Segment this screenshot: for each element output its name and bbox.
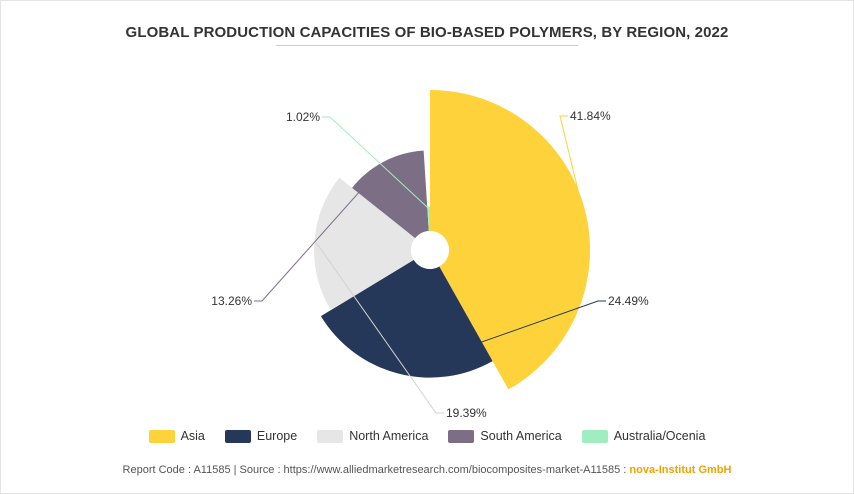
- source-text: Report Code : A11585 | Source : https://…: [122, 464, 627, 476]
- chart-slices: [314, 90, 591, 390]
- legend-item-north-america[interactable]: North America: [317, 429, 428, 443]
- legend-label-asia: Asia: [180, 429, 205, 443]
- publisher-name: nova-Institut GmbH: [629, 464, 732, 476]
- legend-swatch-europe: [224, 429, 251, 443]
- legend-item-south-america[interactable]: South America: [448, 429, 562, 443]
- legend-label-europe: Europe: [256, 429, 298, 443]
- source-footer: Report Code : A11585 | Source : https://…: [0, 464, 854, 476]
- chart-center-hole: [411, 231, 449, 269]
- legend-swatch-australia-oceania: [581, 429, 608, 443]
- slice-europe[interactable]: [320, 259, 493, 378]
- slice-north-america[interactable]: [314, 177, 416, 311]
- legend-swatch-asia: [148, 429, 175, 443]
- slice-asia[interactable]: [430, 90, 591, 390]
- leader-line-south-america: [254, 163, 386, 302]
- legend-label-australia-oceania: Australia/Ocenia: [613, 429, 706, 443]
- value-label-europe: 24.49%: [608, 294, 649, 308]
- title-underline: [276, 45, 578, 46]
- chart-leader-lines: [254, 115, 606, 414]
- slice-australia-ocenia[interactable]: [427, 206, 430, 232]
- legend-swatch-north-america: [317, 429, 344, 443]
- chart-value-labels: 41.84% 24.49% 19.39% 13.26% 1.02%: [211, 109, 649, 420]
- chart-legend: Asia Europe North America South America …: [0, 429, 854, 443]
- legend-item-asia[interactable]: Asia: [148, 429, 205, 443]
- legend-swatch-south-america: [448, 429, 475, 443]
- value-label-south-america: 13.26%: [211, 294, 252, 308]
- leader-line-asia: [559, 115, 584, 211]
- value-label-north-america: 19.39%: [446, 406, 487, 420]
- legend-label-north-america: North America: [349, 429, 429, 443]
- slice-south-america[interactable]: [352, 150, 429, 239]
- legend-item-australia-oceania[interactable]: Australia/Ocenia: [581, 429, 706, 443]
- leader-line-australia-ocenia: [322, 116, 430, 209]
- legend-item-europe[interactable]: Europe: [224, 429, 298, 443]
- legend-label-south-america: South America: [480, 429, 562, 443]
- value-label-australia-ocenia: 1.02%: [286, 110, 320, 124]
- leader-line-north-america: [315, 242, 444, 414]
- chart-title: GLOBAL PRODUCTION CAPACITIES OF BIO-BASE…: [125, 24, 729, 41]
- leader-line-europe: [397, 300, 606, 372]
- value-label-asia: 41.84%: [570, 109, 611, 123]
